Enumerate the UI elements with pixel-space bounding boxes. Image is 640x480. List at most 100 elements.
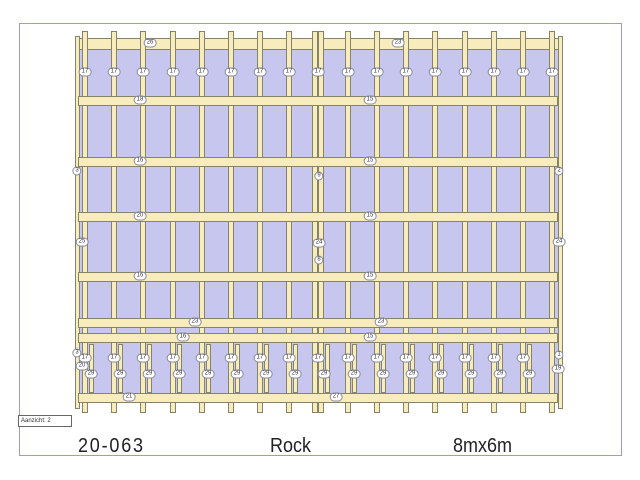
part-number-label: 27	[329, 392, 343, 402]
part-number-label: 9	[314, 171, 324, 181]
part-number-label: 17	[487, 353, 501, 363]
companion-stud	[498, 344, 503, 393]
part-number-label: 17	[516, 353, 530, 363]
model-dimensions: 8mx6m	[453, 435, 513, 457]
part-number-label: 17	[136, 353, 150, 363]
part-number-label: 17	[107, 353, 121, 363]
project-number: 20-063	[78, 435, 145, 457]
companion-stud	[264, 344, 269, 393]
stud	[170, 31, 176, 413]
part-number-label: 17	[224, 353, 238, 363]
companion-stud	[410, 344, 415, 393]
part-number-label: 17	[166, 67, 180, 77]
stud	[82, 31, 88, 413]
part-number-label: 17	[428, 67, 442, 77]
part-number-label: 17	[311, 67, 325, 77]
part-number-label: 3	[72, 166, 82, 176]
part-number-label: 16	[176, 332, 190, 342]
part-number-label: 26	[143, 38, 157, 48]
part-number-label: 18	[133, 95, 147, 105]
part-number-label: 29	[288, 369, 302, 379]
part-number-label: 1	[554, 350, 564, 360]
part-number-label: 25	[75, 237, 89, 247]
rail	[78, 157, 558, 167]
part-number-label: 17	[370, 353, 384, 363]
part-number-label: 24	[312, 238, 326, 248]
companion-stud	[118, 344, 123, 393]
part-number-label: 17	[253, 353, 267, 363]
model-name: Rock	[270, 435, 312, 457]
companion-stud	[206, 344, 211, 393]
part-number-label: 15	[363, 95, 377, 105]
part-number-label: 29	[113, 369, 127, 379]
stud	[257, 31, 263, 413]
part-number-label: 17	[107, 67, 121, 77]
part-number-label: 24	[552, 237, 566, 247]
part-number-label: 17	[195, 353, 209, 363]
stud	[111, 31, 117, 413]
companion-stud	[293, 344, 298, 393]
rail	[78, 272, 558, 282]
part-number-label: 17	[516, 67, 530, 77]
part-number-label: 17	[428, 353, 442, 363]
part-number-label: 29	[522, 369, 536, 379]
part-number-label: 15	[363, 211, 377, 221]
part-number-label: 17	[458, 67, 472, 77]
stud	[520, 31, 526, 413]
part-number-label: 17	[253, 67, 267, 77]
edge-plank	[558, 36, 563, 409]
part-number-label: 29	[317, 369, 331, 379]
stud	[199, 31, 205, 413]
companion-stud	[89, 344, 94, 393]
part-number-label: 29	[434, 369, 448, 379]
part-number-label: 17	[282, 67, 296, 77]
part-number-label: 23	[188, 317, 202, 327]
companion-stud	[527, 344, 532, 393]
part-number-label: 17	[224, 67, 238, 77]
part-number-label: 3	[72, 348, 82, 358]
part-number-label: 29	[230, 369, 244, 379]
part-number-label: 15	[363, 271, 377, 281]
part-number-label: 29	[172, 369, 186, 379]
companion-stud	[381, 344, 386, 393]
companion-stud	[177, 344, 182, 393]
part-number-label: 16	[133, 271, 147, 281]
part-number-label: 29	[376, 369, 390, 379]
part-number-label: 8	[314, 255, 324, 265]
part-number-label: 20	[133, 211, 147, 221]
view-label-box: Aanzicht: 2	[18, 415, 72, 427]
sheet-border	[19, 23, 622, 456]
rail	[78, 212, 558, 222]
part-number-label: 17	[311, 353, 325, 363]
stud	[140, 31, 146, 413]
part-number-label: 17	[78, 353, 92, 363]
companion-stud	[352, 344, 357, 393]
part-number-label: 29	[405, 369, 419, 379]
part-number-label: 17	[370, 67, 384, 77]
part-number-label: 17	[282, 353, 296, 363]
part-number-label: 29	[201, 369, 215, 379]
companion-stud	[439, 344, 444, 393]
stud	[491, 31, 497, 413]
rail	[78, 333, 558, 343]
part-number-label: 17	[545, 67, 559, 77]
companion-stud	[147, 344, 152, 393]
stud	[318, 31, 324, 413]
part-number-label: 29	[142, 369, 156, 379]
stud	[228, 31, 234, 413]
part-number-label: 29	[347, 369, 361, 379]
part-number-label: 17	[458, 353, 472, 363]
part-number-label: 23	[391, 38, 405, 48]
part-number-label: 17	[399, 67, 413, 77]
stud	[432, 31, 438, 413]
part-number-label: 15	[363, 332, 377, 342]
part-number-label: 17	[487, 67, 501, 77]
part-number-label: 17	[136, 67, 150, 77]
part-number-label: 17	[166, 353, 180, 363]
part-number-label: 29	[464, 369, 478, 379]
companion-stud	[325, 344, 330, 393]
edge-plank	[75, 36, 80, 409]
part-number-label: 19	[551, 364, 565, 374]
rail	[78, 96, 558, 106]
